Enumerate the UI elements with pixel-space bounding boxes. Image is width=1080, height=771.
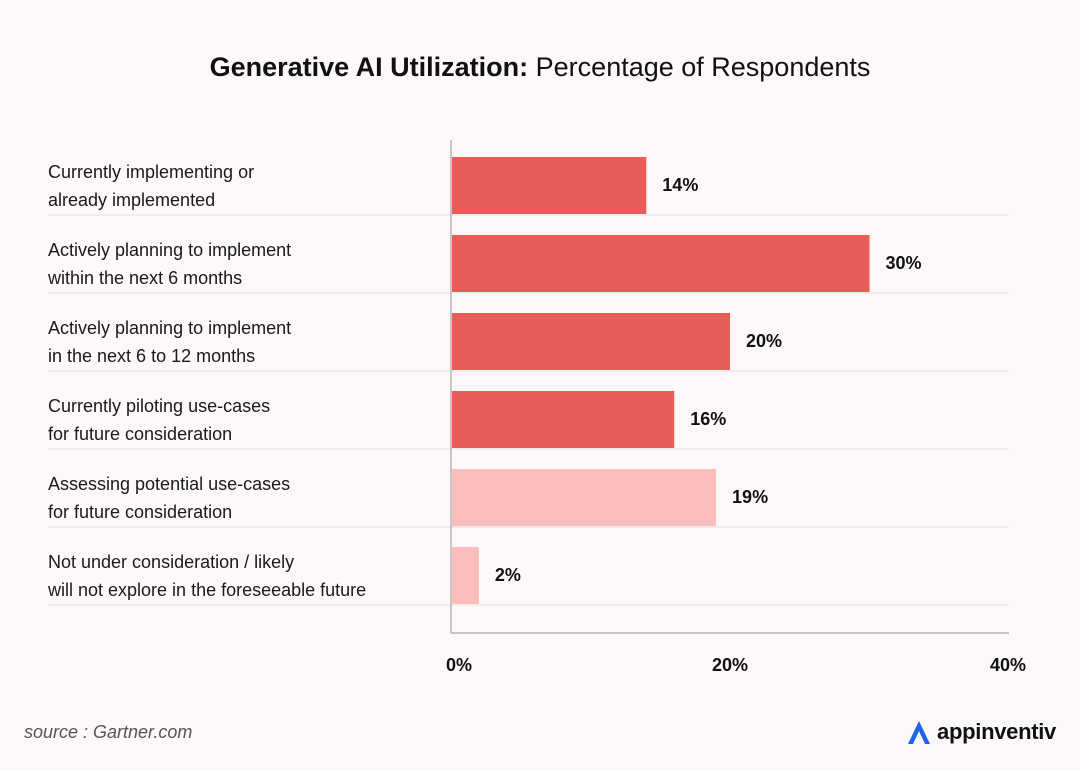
chart-title-rest: Percentage of Respondents [528, 52, 871, 82]
category-label-line: for future consideration [48, 502, 233, 522]
value-label: 2% [494, 565, 521, 585]
category-label-line: Actively planning to implement [48, 318, 292, 338]
chart-title: Generative AI Utilization: Percentage of… [0, 52, 1080, 83]
category-label-line: Actively planning to implement [48, 240, 292, 260]
category-label: Actively planning to implement in the nex… [48, 314, 438, 370]
x-tick-label: 0% [445, 655, 473, 675]
category-label: Currently piloting use-cases for future c… [48, 392, 438, 448]
category-label-line: Currently piloting use-cases [48, 396, 271, 416]
category-label-line: Not under consideration / likely [48, 552, 295, 572]
bar [452, 391, 675, 448]
category-label-line: will not explore in the foreseeable futu… [48, 580, 367, 600]
bar [452, 547, 479, 604]
value-label: 30% [885, 253, 922, 273]
chart-title-bold: Generative AI Utilization: [209, 52, 529, 82]
category-label-line: already implemented [48, 190, 216, 210]
source-note: source : Gartner.com [24, 722, 193, 742]
appinventiv-logo-icon [908, 721, 931, 744]
value-label: 20% [746, 331, 783, 351]
category-label-line: Assessing potential use-cases [48, 474, 291, 494]
x-tick-label: 40% [989, 655, 1027, 675]
category-label-line: Currently implementing or [48, 162, 255, 182]
category-label: Actively planning to implement within the… [48, 236, 438, 292]
bar [452, 157, 647, 214]
category-label-line: for future consideration [48, 424, 233, 444]
bar [452, 235, 870, 292]
bar [452, 313, 730, 370]
value-label: 14% [662, 175, 699, 195]
bar [452, 469, 717, 526]
category-label-line: in the next 6 to 12 months [48, 346, 256, 366]
brand-name: appinventiv [937, 719, 1056, 744]
value-label: 19% [732, 487, 769, 507]
category-label: Currently implementing or already impleme… [48, 158, 438, 214]
category-label-line: within the next 6 months [48, 268, 243, 288]
category-label: Assessing potential use-cases for future … [48, 470, 438, 526]
value-label: 16% [690, 409, 727, 429]
category-label: Not under consideration / likely will not… [48, 548, 438, 604]
brand-logo: appinventiv [905, 718, 1056, 746]
x-tick-label: 20% [711, 655, 749, 675]
